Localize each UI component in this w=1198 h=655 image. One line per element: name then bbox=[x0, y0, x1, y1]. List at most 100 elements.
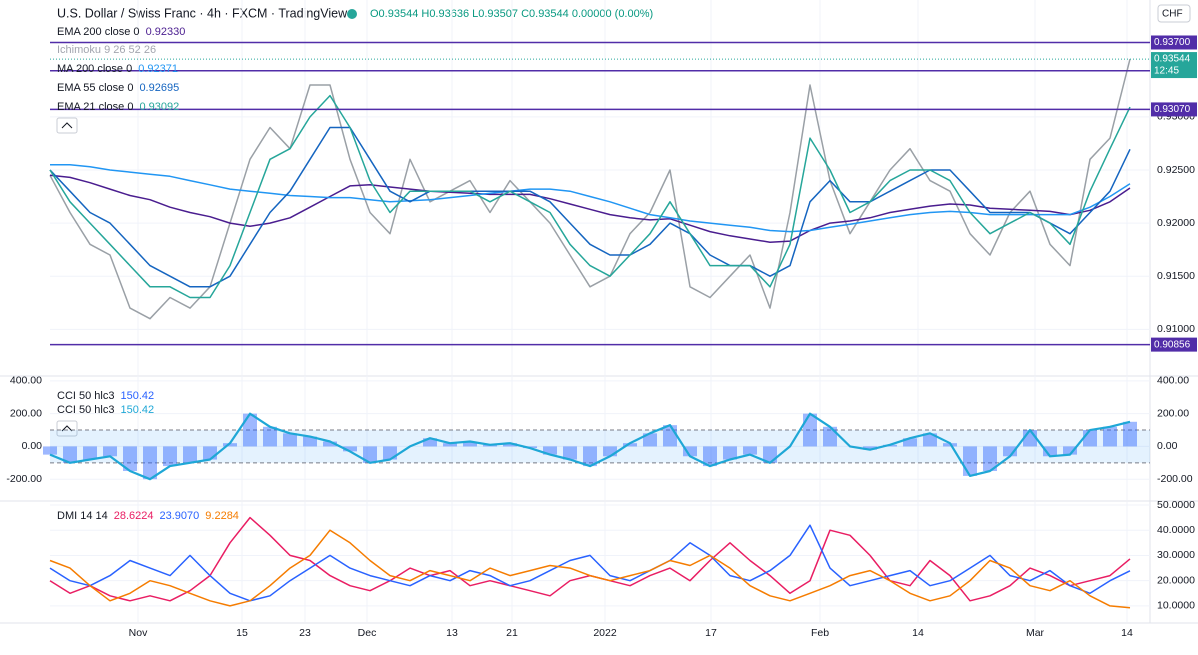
level-label: 0.93700 bbox=[1154, 37, 1191, 48]
level-label-box bbox=[1151, 102, 1197, 117]
histogram-bar bbox=[903, 438, 917, 447]
histogram-bar bbox=[203, 446, 217, 460]
legend-row: CCI 50 hlc3 150.42 bbox=[57, 404, 154, 416]
y-tick-label: 40.0000 bbox=[1157, 524, 1195, 536]
series-line bbox=[49, 94, 1131, 299]
y-tick-label-left: 0.00 bbox=[22, 440, 43, 452]
x-tick-label: 15 bbox=[236, 627, 248, 639]
histogram-bar bbox=[823, 426, 837, 447]
legend-value: 150.42 bbox=[120, 404, 154, 416]
series-line bbox=[49, 529, 1131, 609]
histogram-bar bbox=[103, 446, 117, 457]
legend-row: EMA 200 close 0 0.92330 bbox=[57, 26, 185, 38]
histogram-bar bbox=[343, 446, 357, 452]
legend-value: 0.92371 bbox=[138, 63, 178, 75]
y-tick-label-left: -200.00 bbox=[6, 473, 42, 485]
histogram-bar bbox=[363, 446, 377, 463]
histogram-bar bbox=[163, 446, 177, 467]
cci-band bbox=[50, 430, 1150, 463]
bar-countdown: 12:45 bbox=[1154, 66, 1179, 77]
histogram-bar bbox=[143, 446, 157, 480]
legend-row: CCI 50 hlc3 150.42 bbox=[57, 390, 154, 402]
y-tick-label-left: 200.00 bbox=[10, 407, 42, 419]
plot-layer: Nov 15 23 Dec 13 21 2022 17 Feb 14 Mar 14 0.91000 0.9… bbox=[6, 0, 1197, 639]
histogram-bar bbox=[423, 438, 437, 447]
y-tick-label: 0.92000 bbox=[1157, 217, 1195, 229]
currency-button[interactable] bbox=[1157, 4, 1191, 23]
x-tick-label: 17 bbox=[705, 627, 717, 639]
histogram-bar bbox=[703, 446, 717, 467]
collapse-icon bbox=[61, 425, 73, 432]
histogram-bar bbox=[863, 446, 877, 450]
legend-name: CCI 50 hlc3 bbox=[57, 404, 114, 416]
histogram-bar bbox=[223, 443, 237, 447]
legend-title: DMI 14 14 bbox=[57, 510, 108, 522]
histogram-bar bbox=[1123, 421, 1137, 447]
legend-name: EMA 200 close 0 bbox=[57, 26, 140, 38]
x-tick-label: 14 bbox=[912, 627, 924, 639]
x-tick-label: Dec bbox=[358, 627, 377, 639]
legend-value: 0.93092 bbox=[139, 101, 179, 113]
current-price-label: 0.93544 bbox=[1154, 54, 1191, 65]
y-tick-label: -200.00 bbox=[1157, 473, 1193, 485]
y-tick-label: 400.00 bbox=[1157, 375, 1189, 387]
histogram-bar bbox=[563, 446, 577, 460]
legend-hidden-indicator: Ichimoku 9 26 52 26 bbox=[57, 44, 156, 56]
y-tick-label-left: 400.00 bbox=[10, 375, 42, 387]
legend-value: 0.92330 bbox=[146, 26, 186, 38]
histogram-bar bbox=[263, 426, 277, 447]
histogram-bar bbox=[963, 446, 977, 476]
histogram-bar bbox=[1083, 430, 1097, 447]
legend-row: MA 200 close 0 0.92371 bbox=[57, 63, 178, 75]
histogram-bar bbox=[743, 446, 757, 455]
histogram-bar bbox=[1063, 446, 1077, 455]
level-label: 0.90856 bbox=[1154, 339, 1191, 350]
level-label-box bbox=[1151, 35, 1197, 50]
legend-value: 28.6224 bbox=[114, 510, 154, 522]
y-tick-label: 30.0000 bbox=[1157, 549, 1195, 561]
histogram-bar bbox=[303, 436, 317, 447]
histogram-bar bbox=[983, 446, 997, 472]
legend-row: EMA 21 close 0 0.93092 bbox=[57, 101, 179, 113]
histogram-bar bbox=[683, 446, 697, 457]
histogram-bar bbox=[83, 446, 97, 460]
histogram-bar bbox=[583, 446, 597, 467]
legend-name: MA 200 close 0 bbox=[57, 63, 132, 75]
histogram-bar bbox=[1043, 446, 1057, 457]
legend-row: EMA 55 close 0 0.92695 bbox=[57, 82, 179, 94]
histogram-bar bbox=[503, 443, 517, 447]
x-tick-label: 23 bbox=[299, 627, 311, 639]
collapse-legend-button[interactable] bbox=[56, 420, 78, 437]
histogram-bar bbox=[803, 413, 817, 447]
histogram-bar bbox=[183, 446, 197, 463]
histogram-bar bbox=[643, 433, 657, 447]
y-tick-label: 0.91500 bbox=[1157, 270, 1195, 282]
x-tick-label: 21 bbox=[506, 627, 518, 639]
level-label-box bbox=[1151, 337, 1197, 352]
x-tick-label: 2022 bbox=[593, 627, 617, 639]
legend-name: EMA 55 close 0 bbox=[57, 82, 133, 94]
collapse-legend-button[interactable] bbox=[56, 117, 78, 134]
y-tick-label: 0.00 bbox=[1157, 440, 1178, 452]
histogram-bar bbox=[123, 446, 137, 472]
histogram-bar bbox=[463, 441, 477, 447]
level-label: 0.93070 bbox=[1154, 104, 1191, 115]
histogram-bar bbox=[623, 443, 637, 447]
legend-row: DMI 14 14 28.6224 23.9070 9.2284 bbox=[57, 510, 239, 522]
histogram-bar bbox=[443, 443, 457, 447]
currency[interactable]: CHF bbox=[1162, 9, 1183, 20]
legend-value: 23.9070 bbox=[160, 510, 200, 522]
y-tick-label: 10.0000 bbox=[1157, 600, 1195, 612]
histogram-bar bbox=[43, 446, 57, 455]
legend-value: 150.42 bbox=[120, 390, 154, 402]
histogram-bar bbox=[543, 446, 557, 455]
histogram-bar bbox=[323, 441, 337, 447]
x-tick-label: 14 bbox=[1121, 627, 1133, 639]
histogram-bar bbox=[283, 433, 297, 447]
legend-name: CCI 50 hlc3 bbox=[57, 390, 114, 402]
y-tick-label: 20.0000 bbox=[1157, 574, 1195, 586]
y-tick-label: 0.91000 bbox=[1157, 323, 1195, 335]
